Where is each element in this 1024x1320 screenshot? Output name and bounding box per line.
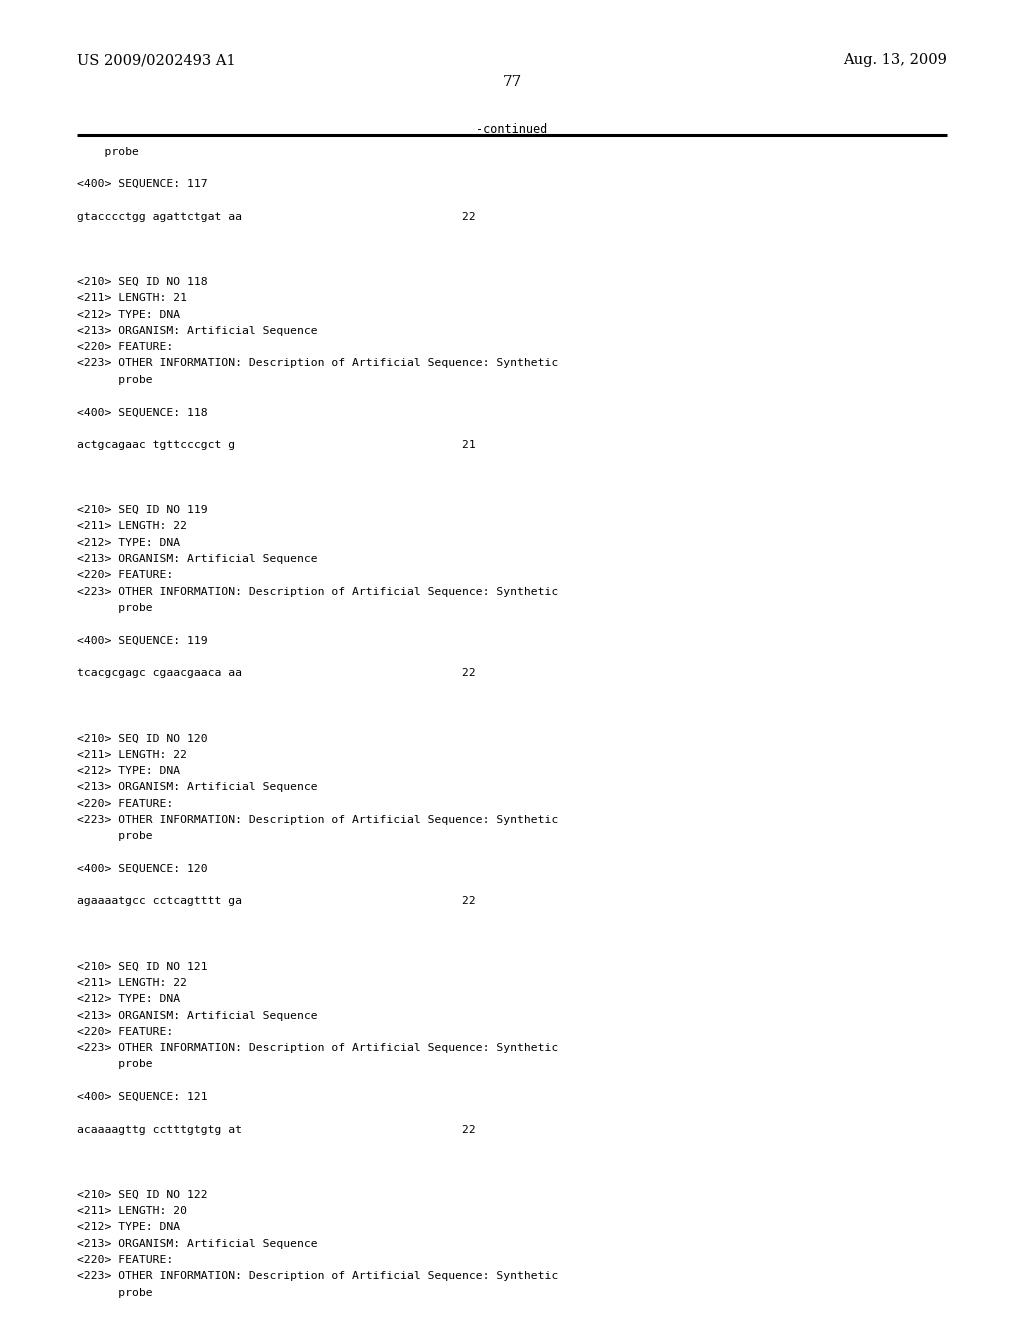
Text: actgcagaac tgttcccgct g                                 21: actgcagaac tgttcccgct g 21 (77, 440, 475, 450)
Text: probe: probe (77, 147, 138, 157)
Text: <400> SEQUENCE: 120: <400> SEQUENCE: 120 (77, 863, 208, 874)
Text: <210> SEQ ID NO 118: <210> SEQ ID NO 118 (77, 277, 208, 286)
Text: <220> FEATURE:: <220> FEATURE: (77, 799, 173, 809)
Text: <220> FEATURE:: <220> FEATURE: (77, 342, 173, 352)
Text: -continued: -continued (476, 123, 548, 136)
Text: <220> FEATURE:: <220> FEATURE: (77, 570, 173, 581)
Text: <211> LENGTH: 22: <211> LENGTH: 22 (77, 750, 186, 760)
Text: probe: probe (77, 603, 153, 612)
Text: <212> TYPE: DNA: <212> TYPE: DNA (77, 537, 180, 548)
Text: <212> TYPE: DNA: <212> TYPE: DNA (77, 766, 180, 776)
Text: <212> TYPE: DNA: <212> TYPE: DNA (77, 994, 180, 1005)
Text: probe: probe (77, 1060, 153, 1069)
Text: <213> ORGANISM: Artificial Sequence: <213> ORGANISM: Artificial Sequence (77, 326, 317, 335)
Text: <223> OTHER INFORMATION: Description of Artificial Sequence: Synthetic: <223> OTHER INFORMATION: Description of … (77, 814, 558, 825)
Text: <211> LENGTH: 21: <211> LENGTH: 21 (77, 293, 186, 304)
Text: <211> LENGTH: 20: <211> LENGTH: 20 (77, 1206, 186, 1216)
Text: 77: 77 (503, 74, 521, 88)
Text: US 2009/0202493 A1: US 2009/0202493 A1 (77, 53, 236, 67)
Text: probe: probe (77, 1287, 153, 1298)
Text: <223> OTHER INFORMATION: Description of Artificial Sequence: Synthetic: <223> OTHER INFORMATION: Description of … (77, 359, 558, 368)
Text: <400> SEQUENCE: 118: <400> SEQUENCE: 118 (77, 408, 208, 417)
Text: <212> TYPE: DNA: <212> TYPE: DNA (77, 1222, 180, 1233)
Text: <220> FEATURE:: <220> FEATURE: (77, 1027, 173, 1036)
Text: <210> SEQ ID NO 121: <210> SEQ ID NO 121 (77, 961, 208, 972)
Text: <223> OTHER INFORMATION: Description of Artificial Sequence: Synthetic: <223> OTHER INFORMATION: Description of … (77, 1043, 558, 1053)
Text: <400> SEQUENCE: 119: <400> SEQUENCE: 119 (77, 635, 208, 645)
Text: <210> SEQ ID NO 122: <210> SEQ ID NO 122 (77, 1189, 208, 1200)
Text: <223> OTHER INFORMATION: Description of Artificial Sequence: Synthetic: <223> OTHER INFORMATION: Description of … (77, 1271, 558, 1282)
Text: <213> ORGANISM: Artificial Sequence: <213> ORGANISM: Artificial Sequence (77, 554, 317, 564)
Text: tcacgcgagc cgaacgaaca aa                                22: tcacgcgagc cgaacgaaca aa 22 (77, 668, 475, 678)
Text: acaaaagttg cctttgtgtg at                                22: acaaaagttg cctttgtgtg at 22 (77, 1125, 475, 1135)
Text: <220> FEATURE:: <220> FEATURE: (77, 1255, 173, 1265)
Text: agaaaatgcc cctcagtttt ga                                22: agaaaatgcc cctcagtttt ga 22 (77, 896, 475, 907)
Text: <211> LENGTH: 22: <211> LENGTH: 22 (77, 521, 186, 532)
Text: <213> ORGANISM: Artificial Sequence: <213> ORGANISM: Artificial Sequence (77, 1011, 317, 1020)
Text: probe: probe (77, 832, 153, 841)
Text: <212> TYPE: DNA: <212> TYPE: DNA (77, 309, 180, 319)
Text: <213> ORGANISM: Artificial Sequence: <213> ORGANISM: Artificial Sequence (77, 1238, 317, 1249)
Text: probe: probe (77, 375, 153, 384)
Text: <400> SEQUENCE: 117: <400> SEQUENCE: 117 (77, 180, 208, 189)
Text: <210> SEQ ID NO 119: <210> SEQ ID NO 119 (77, 506, 208, 515)
Text: <210> SEQ ID NO 120: <210> SEQ ID NO 120 (77, 734, 208, 743)
Text: Aug. 13, 2009: Aug. 13, 2009 (844, 53, 947, 67)
Text: gtacccctgg agattctgat aa                                22: gtacccctgg agattctgat aa 22 (77, 211, 475, 222)
Text: <211> LENGTH: 22: <211> LENGTH: 22 (77, 978, 186, 987)
Text: <400> SEQUENCE: 121: <400> SEQUENCE: 121 (77, 1092, 208, 1102)
Text: <213> ORGANISM: Artificial Sequence: <213> ORGANISM: Artificial Sequence (77, 783, 317, 792)
Text: <223> OTHER INFORMATION: Description of Artificial Sequence: Synthetic: <223> OTHER INFORMATION: Description of … (77, 586, 558, 597)
